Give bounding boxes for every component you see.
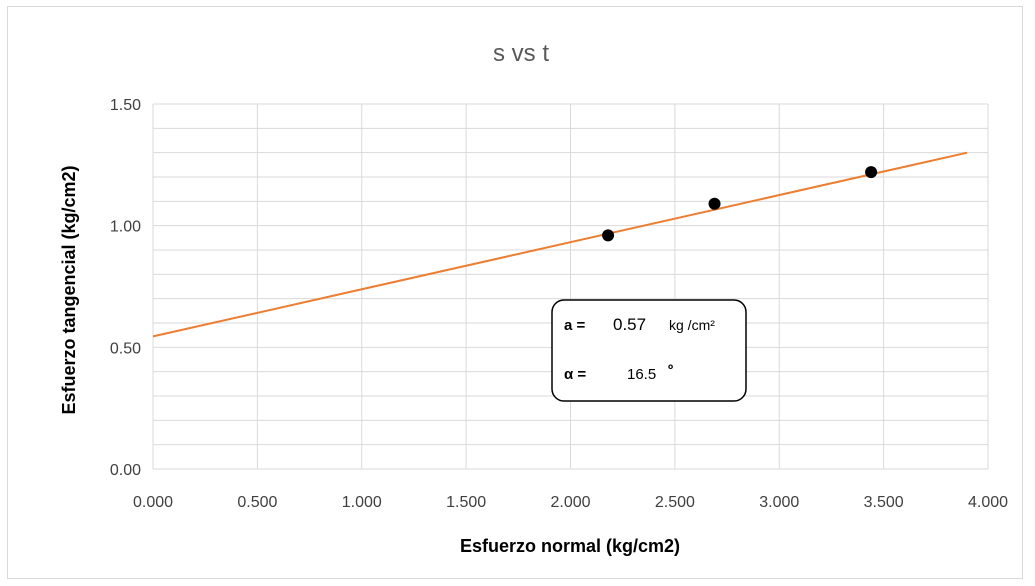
x-tick-label: 4.000 (968, 494, 1008, 511)
cohesion-unit: kg /cm² (669, 317, 715, 333)
data-point (602, 229, 615, 242)
x-tick-label: 0.500 (237, 494, 277, 511)
chart-title: s vs t (493, 40, 549, 67)
y-tick-label: 1.00 (110, 219, 141, 236)
cohesion-value: 0.57 (613, 315, 646, 334)
y-tick-label: 0.00 (110, 462, 141, 479)
x-tick-label: 2.000 (550, 494, 590, 511)
x-tick-label: 1.000 (342, 494, 382, 511)
annotation-border (551, 299, 747, 402)
y-tick-label: 1.50 (110, 97, 141, 114)
angle-label: α = (564, 366, 586, 383)
y-axis-title: Esfuerzo tangencial (kg/cm2) (59, 165, 79, 414)
cohesion-label: a = (564, 317, 586, 334)
chart-frame (7, 6, 1023, 579)
points-layer (602, 166, 878, 242)
data-point (708, 197, 721, 210)
x-tick-label: 3.000 (759, 494, 799, 511)
x-tick-label: 3.500 (864, 494, 904, 511)
x-tick-label: 2.500 (655, 494, 695, 511)
angle-unit: º (668, 361, 673, 377)
trendline-layer (152, 151, 968, 338)
y-tick-labels: 0.00 0.50 1.00 1.50 (110, 97, 141, 479)
grid (152, 103, 989, 470)
x-axis-title: Esfuerzo normal (kg/cm2) (460, 536, 680, 556)
x-tick-labels: 0.000 0.500 1.000 1.500 2.000 2.500 3.000 3.500… (133, 494, 1008, 511)
x-tick-label: 1.500 (446, 494, 486, 511)
annotation-box: a = 0.57 kg /cm² α = 16.5 º (551, 299, 747, 402)
trendline (152, 151, 968, 338)
data-point (865, 166, 878, 179)
x-tick-label: 0.000 (133, 494, 173, 511)
y-tick-label: 0.50 (110, 340, 141, 357)
angle-value: 16.5 (627, 366, 656, 383)
